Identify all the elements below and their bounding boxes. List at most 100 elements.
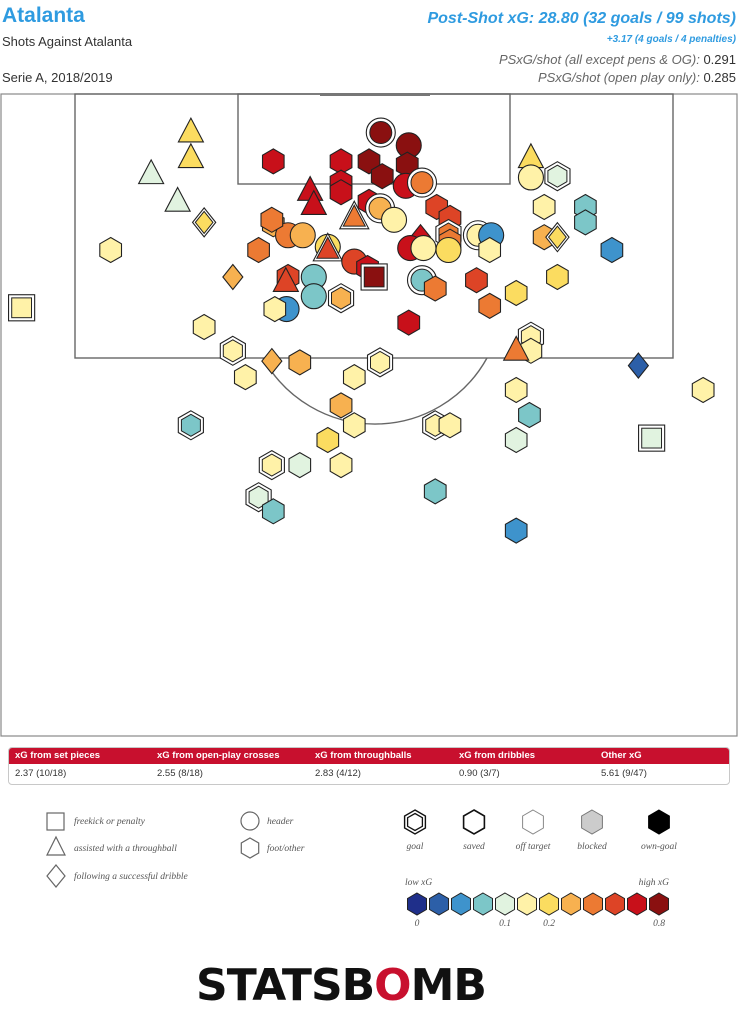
scale-swatch <box>539 892 559 916</box>
scale-swatch <box>495 892 515 916</box>
shot-marker <box>370 163 394 190</box>
shot-marker <box>504 517 528 544</box>
shot-marker <box>8 294 36 322</box>
value-dribbles: 0.90 (3/7) <box>459 768 500 779</box>
xg-color-scale <box>407 892 669 916</box>
psxg-penalties: +3.17 (4 goals / 4 penalties) <box>606 34 736 45</box>
shot-marker <box>410 235 437 262</box>
triangle-legend-icon <box>46 835 66 856</box>
scale-swatch <box>473 892 493 916</box>
outcome-saved-label: saved <box>463 842 485 852</box>
square-legend-icon <box>46 812 65 831</box>
logo-text-3: MB <box>410 960 487 1011</box>
legend-header-label: header <box>267 817 294 827</box>
outcome-blocked-icon <box>581 809 603 835</box>
shot-marker <box>219 335 246 366</box>
psxg-per-shot-open-play-label: PSxG/shot (open play only): <box>537 70 700 85</box>
shot-marker <box>546 263 569 291</box>
circle-legend-icon <box>240 811 260 831</box>
psxg-total: Post-Shot xG: 28.80 (32 goals / 99 shots… <box>427 10 736 27</box>
scale-swatch <box>561 892 581 916</box>
shot-map <box>0 93 738 737</box>
psxg-per-shot-open-play-value: 0.285 <box>703 70 736 85</box>
shot-marker <box>423 478 447 505</box>
legend-foot-label: foot/other <box>267 843 305 854</box>
shot-marker <box>600 236 624 264</box>
shot-marker <box>164 186 192 212</box>
value-throughballs: 2.83 (4/12) <box>315 768 361 779</box>
value-set-pieces: 2.37 (10/18) <box>15 768 67 779</box>
shot-marker <box>691 376 715 404</box>
shot-marker <box>192 313 216 341</box>
shot-marker <box>342 412 366 439</box>
shot-marker <box>397 309 421 336</box>
shot-marker <box>478 292 502 320</box>
scale-swatch <box>451 892 471 916</box>
outcome-goal-label: goal <box>407 842 424 852</box>
shot-marker <box>517 164 544 191</box>
shot-marker <box>247 236 270 264</box>
outcome-off-target-label: off target <box>516 841 551 852</box>
shot-marker <box>191 207 217 238</box>
shot-marker <box>544 161 571 192</box>
shot-marker <box>478 236 502 264</box>
shot-marker <box>329 179 353 206</box>
shot-marker <box>504 376 528 404</box>
shot-marker <box>329 451 353 479</box>
shots-layer <box>8 116 715 544</box>
shot-marker <box>438 412 462 439</box>
outcome-own-goal-icon <box>648 809 670 835</box>
shot-marker <box>406 167 438 198</box>
header-set-pieces: xG from set pieces <box>15 750 101 761</box>
shot-marker <box>638 424 666 452</box>
scale-tick-label: 0.1 <box>499 919 511 929</box>
scale-swatch <box>429 892 449 916</box>
shot-marker <box>465 267 488 294</box>
shot-marker <box>435 236 462 264</box>
outcome-off-target-icon <box>522 809 544 835</box>
shot-marker <box>233 363 257 391</box>
shot-marker <box>329 392 353 419</box>
scale-tick-label: 0 <box>415 919 420 929</box>
legend-freekick-label: freekick or penalty <box>74 816 146 827</box>
shot-marker <box>316 426 340 454</box>
logo-text-1: STATSB <box>196 960 375 1011</box>
shot-marker <box>366 347 394 378</box>
outcome-blocked-label: blocked <box>577 842 607 852</box>
shot-marker <box>261 347 283 375</box>
legend-dribble-label: following a successful dribble <box>74 871 188 882</box>
scale-tick-label: 0.2 <box>543 919 555 929</box>
shot-marker <box>532 193 556 221</box>
value-open-play-crosses: 2.55 (8/18) <box>157 768 203 779</box>
header-dribbles: xG from dribbles <box>459 750 536 761</box>
outcome-saved-icon <box>462 809 486 835</box>
shot-marker <box>260 206 284 233</box>
shot-marker <box>263 295 287 323</box>
legend: freekick or penalty assisted with a thro… <box>46 809 677 929</box>
shot-marker <box>627 352 650 379</box>
penalty-arc <box>262 357 488 425</box>
legend-throughball-label: assisted with a throughball <box>74 844 177 854</box>
shot-marker <box>289 222 316 249</box>
scale-swatch <box>517 892 537 916</box>
shot-marker <box>177 410 204 441</box>
statsbomb-logo: STATSBOMB <box>196 960 487 1011</box>
outcome-goal-icon <box>403 809 427 835</box>
outcome-own-goal-label: own-goal <box>641 842 677 852</box>
xg-breakdown-header: xG from set pieces xG from open-play cro… <box>9 748 729 764</box>
xg-breakdown-table: xG from set pieces xG from open-play cro… <box>8 747 730 785</box>
scale-swatch <box>605 892 625 916</box>
value-other: 5.61 (9/47) <box>601 768 647 779</box>
shot-marker <box>288 349 312 376</box>
shot-marker <box>545 221 570 253</box>
shot-marker <box>137 158 165 185</box>
shot-marker <box>327 283 355 314</box>
shot-marker <box>261 148 285 175</box>
shot-marker <box>300 189 328 215</box>
chart-subtitle: Shots Against Atalanta <box>2 34 133 49</box>
shot-marker <box>423 275 447 302</box>
shot-marker <box>288 451 312 479</box>
hexagon-legend-icon <box>240 837 260 859</box>
psxg-per-shot-all-label: PSxG/shot (all except pens & OG): <box>498 52 700 67</box>
shot-marker <box>222 263 244 291</box>
